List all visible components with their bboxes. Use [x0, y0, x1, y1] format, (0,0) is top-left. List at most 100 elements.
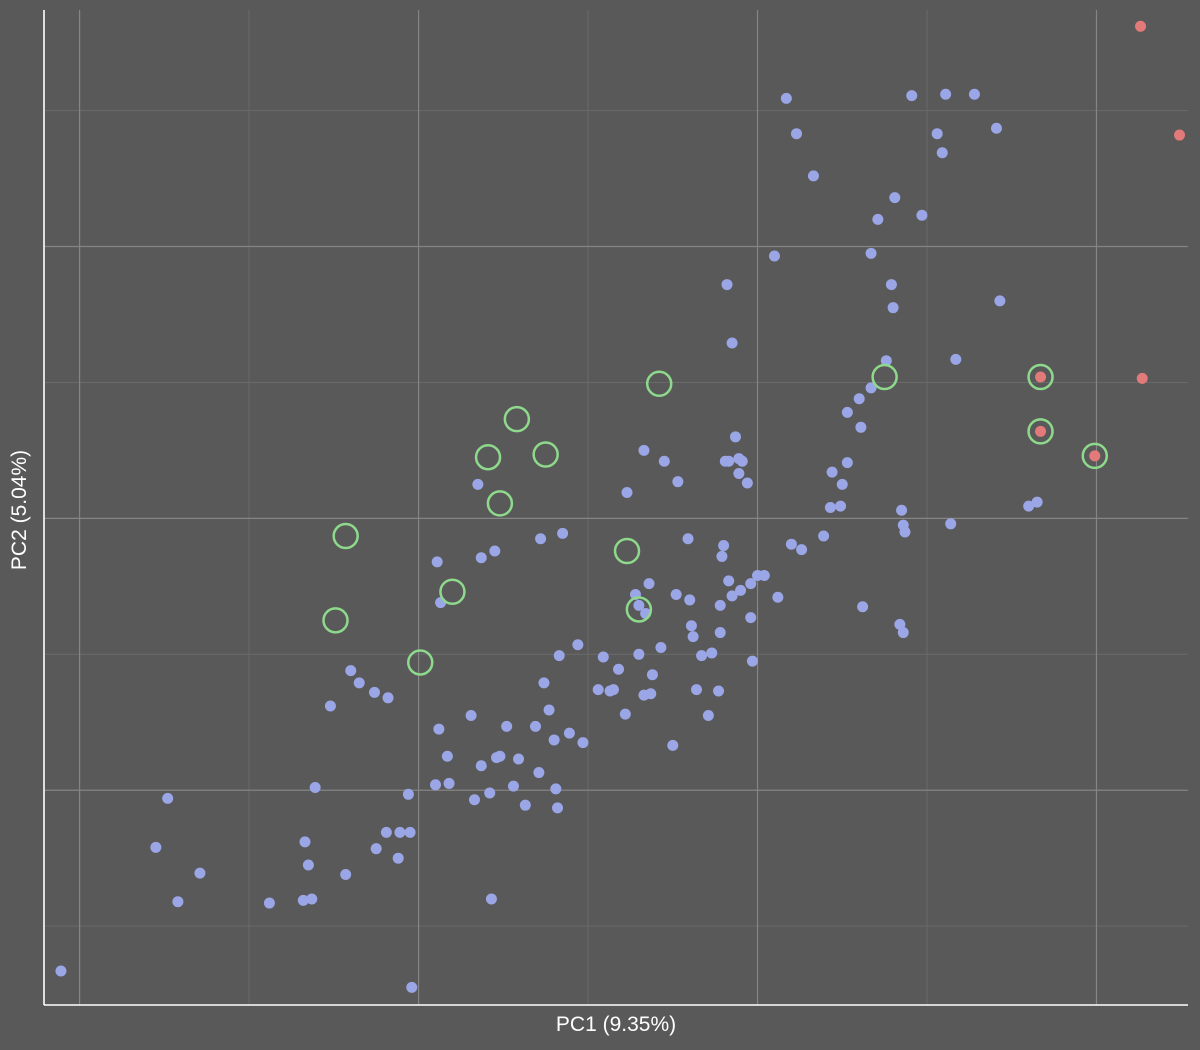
data-point	[880, 355, 892, 367]
data-point	[729, 431, 741, 443]
data-point	[380, 826, 392, 838]
data-point	[796, 544, 808, 556]
data-point	[548, 734, 560, 746]
data-point	[746, 655, 758, 667]
data-point	[404, 826, 416, 838]
data-point	[645, 688, 657, 700]
data-point	[726, 337, 738, 349]
data-point	[433, 723, 445, 735]
data-point	[394, 826, 406, 838]
data-point	[468, 794, 480, 806]
data-point	[723, 575, 735, 587]
data-point	[1023, 500, 1035, 512]
data-point	[785, 538, 797, 550]
data-point	[916, 209, 928, 221]
data-point	[1135, 20, 1147, 32]
data-point	[406, 981, 418, 993]
minor-gridlines	[44, 10, 1188, 1005]
major-gridlines	[44, 10, 1188, 1005]
data-point	[667, 739, 679, 751]
data-point	[543, 704, 555, 716]
highlight-ring	[1027, 363, 1054, 391]
data-point	[533, 767, 545, 779]
highlight-ring	[1027, 418, 1054, 445]
data-point	[685, 620, 697, 632]
data-point	[485, 893, 497, 905]
data-point	[691, 684, 703, 696]
data-point	[1089, 450, 1101, 462]
data-point	[721, 279, 733, 291]
data-point	[885, 279, 897, 291]
data-point	[297, 894, 309, 906]
data-point	[550, 783, 562, 795]
data-point	[368, 686, 380, 698]
data-point	[324, 700, 336, 712]
data-point	[309, 782, 321, 794]
data-point	[835, 500, 847, 512]
data-point	[736, 455, 748, 467]
data-point	[633, 648, 645, 660]
data-point	[619, 708, 631, 720]
data-point	[382, 692, 394, 704]
data-point	[897, 519, 909, 531]
data-point	[162, 792, 174, 804]
data-point	[853, 393, 865, 405]
data-point	[553, 650, 565, 662]
data-point	[841, 457, 853, 469]
data-point	[936, 147, 948, 159]
data-point	[621, 487, 633, 499]
highlight-ring	[406, 649, 434, 676]
data-point	[431, 556, 443, 568]
data-point	[772, 591, 784, 603]
data-point	[646, 669, 658, 681]
data-point	[780, 92, 792, 104]
highlight-ring	[486, 490, 514, 517]
data-point	[475, 760, 487, 772]
data-point	[872, 213, 884, 225]
data-point	[968, 88, 980, 100]
data-point	[633, 599, 645, 611]
data-point	[1035, 371, 1047, 383]
data-point	[906, 90, 918, 102]
data-point	[841, 406, 853, 418]
data-point	[887, 302, 899, 314]
data-point	[687, 631, 699, 643]
data-point	[430, 779, 442, 791]
data-point	[472, 478, 484, 490]
data-point	[655, 642, 667, 654]
data-point	[950, 353, 962, 365]
data-point	[345, 665, 357, 677]
data-point	[790, 128, 802, 140]
data-point	[613, 663, 625, 675]
data-point	[172, 896, 184, 908]
data-point	[392, 852, 404, 864]
data-point	[855, 421, 867, 433]
data-point	[931, 128, 943, 140]
highlight-ring	[332, 522, 359, 550]
data-point	[1031, 496, 1043, 508]
data-point	[718, 540, 730, 552]
data-point	[475, 552, 487, 564]
data-point	[714, 599, 726, 611]
data-point	[370, 843, 382, 855]
x-axis-title: PC1 (9.35%)	[555, 1013, 677, 1036]
data-point	[465, 709, 477, 721]
data-point	[719, 455, 731, 467]
highlight-ring	[645, 370, 673, 398]
data-point	[826, 466, 838, 478]
data-point	[484, 787, 496, 799]
highlight-ring	[474, 443, 502, 471]
data-point	[538, 677, 550, 689]
data-point	[857, 601, 869, 613]
highlight-ring	[532, 441, 559, 468]
data-point	[299, 836, 311, 848]
highlight-ring	[439, 578, 466, 606]
data-points	[55, 20, 1186, 993]
data-point	[994, 295, 1006, 307]
data-point	[714, 627, 726, 639]
data-point	[194, 867, 206, 879]
data-point	[672, 476, 684, 488]
data-point	[150, 841, 162, 853]
data-point	[643, 578, 655, 590]
